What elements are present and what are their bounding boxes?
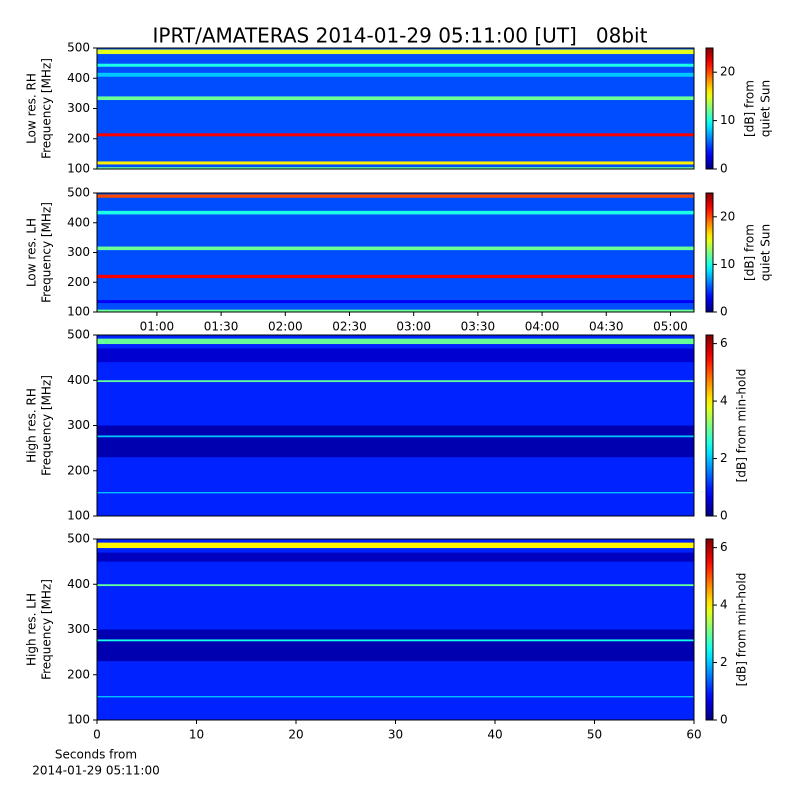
colorbar-tick-label: 2 bbox=[720, 655, 728, 669]
x-tick-label: 04:00 bbox=[525, 320, 560, 334]
colorbar-tick-label: 0 bbox=[720, 713, 728, 727]
y-tick-label: 500 bbox=[67, 328, 90, 342]
heatmap-band bbox=[97, 63, 694, 67]
colorbar-label: quiet Sun bbox=[759, 224, 773, 281]
figure-title: IPRT/AMATERAS 2014-01-29 05:11:00 [UT] 0… bbox=[153, 24, 648, 48]
colorbar-label: [dB] from min-hold bbox=[735, 369, 749, 483]
y-tick-label: 200 bbox=[67, 667, 90, 681]
x-tick-label: 05:00 bbox=[653, 320, 688, 334]
heatmap-band bbox=[97, 552, 694, 562]
x-tick-label: 03:30 bbox=[461, 320, 496, 334]
y-axis-label: Frequency [MHz] bbox=[40, 579, 54, 680]
colorbar bbox=[705, 192, 714, 313]
y-tick-label: 100 bbox=[67, 305, 90, 319]
y-tick-label: 500 bbox=[67, 41, 90, 55]
colorbar-label: [dB] from min-hold bbox=[735, 573, 749, 687]
colorbar-label: [dB] from bbox=[743, 80, 757, 137]
y-tick-label: 300 bbox=[67, 418, 90, 432]
x-tick-label: 20 bbox=[288, 728, 303, 742]
y-axis-label: High res. RH bbox=[25, 388, 39, 463]
colorbar-tick-label: 10 bbox=[720, 113, 735, 127]
y-tick-label: 300 bbox=[67, 101, 90, 115]
x-tick-label: 40 bbox=[487, 728, 502, 742]
heatmap-band bbox=[97, 309, 694, 312]
heatmap-band bbox=[97, 210, 694, 215]
x-tick-label: 03:00 bbox=[396, 320, 431, 334]
colorbar-tick-label: 4 bbox=[720, 598, 728, 612]
y-tick-label: 200 bbox=[67, 131, 90, 145]
heatmap-band bbox=[97, 300, 694, 304]
colorbar-tick-label: 0 bbox=[720, 162, 728, 176]
x-tick-label: 01:00 bbox=[140, 320, 175, 334]
y-axis-label: Frequency [MHz] bbox=[40, 202, 54, 303]
x-tick-label: 02:30 bbox=[332, 320, 367, 334]
y-tick-label: 300 bbox=[67, 245, 90, 259]
y-tick-label: 400 bbox=[67, 71, 90, 85]
heatmap-band bbox=[97, 338, 694, 345]
y-tick-label: 400 bbox=[67, 577, 90, 591]
y-tick-label: 300 bbox=[67, 622, 90, 636]
colorbar-label: quiet Sun bbox=[759, 80, 773, 137]
y-axis-label: Frequency [MHz] bbox=[40, 58, 54, 159]
heatmap-band bbox=[97, 542, 694, 549]
y-tick-label: 500 bbox=[67, 532, 90, 546]
y-tick-label: 100 bbox=[67, 162, 90, 176]
colorbar-tick-label: 20 bbox=[720, 209, 735, 223]
x-tick-label: 30 bbox=[388, 728, 403, 742]
heatmap-band bbox=[97, 49, 694, 55]
heatmap-band bbox=[97, 72, 694, 77]
colorbar-tick-label: 0 bbox=[720, 305, 728, 319]
heatmap-band bbox=[97, 194, 694, 198]
heatmap-background bbox=[97, 48, 694, 169]
y-axis-label: High res. LH bbox=[25, 593, 39, 666]
heatmap-band bbox=[97, 133, 694, 137]
heatmap-band bbox=[97, 492, 694, 494]
heatmap-band bbox=[97, 348, 694, 363]
heatmap-band bbox=[97, 696, 694, 698]
colorbar bbox=[705, 538, 714, 721]
x-tick-label: 50 bbox=[587, 728, 602, 742]
colorbar-tick-label: 6 bbox=[720, 336, 728, 350]
colorbar-tick-label: 6 bbox=[720, 540, 728, 554]
heatmap-band bbox=[97, 380, 694, 383]
y-tick-label: 200 bbox=[67, 275, 90, 289]
y-tick-label: 200 bbox=[67, 463, 90, 477]
colorbar bbox=[705, 47, 714, 170]
x-axis-label: Seconds from bbox=[55, 748, 137, 762]
x-tick-label: 01:30 bbox=[204, 320, 239, 334]
heatmap-band bbox=[97, 629, 694, 662]
heatmap-band bbox=[97, 584, 694, 587]
heatmap-band bbox=[97, 435, 694, 438]
y-tick-label: 500 bbox=[67, 186, 90, 200]
heatmap-band bbox=[97, 246, 694, 251]
colorbar-tick-label: 10 bbox=[720, 257, 735, 271]
y-tick-label: 400 bbox=[67, 215, 90, 229]
heatmap-band bbox=[97, 639, 694, 642]
heatmap-band bbox=[97, 425, 694, 458]
y-axis-label: Frequency [MHz] bbox=[40, 375, 54, 476]
heatmap-band bbox=[97, 167, 694, 169]
y-tick-label: 400 bbox=[67, 373, 90, 387]
x-tick-label: 0 bbox=[93, 728, 101, 742]
colorbar-tick-label: 0 bbox=[720, 509, 728, 523]
colorbar bbox=[705, 334, 714, 517]
heatmap-band bbox=[97, 274, 694, 279]
x-tick-label: 10 bbox=[189, 728, 204, 742]
x-tick-label: 60 bbox=[686, 728, 701, 742]
colorbar-tick-label: 2 bbox=[720, 451, 728, 465]
y-axis-label: Low res. LH bbox=[25, 218, 39, 287]
y-tick-label: 100 bbox=[67, 713, 90, 727]
y-axis-label: Low res. RH bbox=[25, 73, 39, 144]
heatmap-band bbox=[97, 161, 694, 165]
colorbar-label: [dB] from bbox=[743, 224, 757, 281]
heatmap-band bbox=[97, 96, 694, 101]
y-tick-label: 100 bbox=[67, 509, 90, 523]
colorbar-tick-label: 20 bbox=[720, 65, 735, 79]
x-tick-label: 04:30 bbox=[589, 320, 624, 334]
colorbar-tick-label: 4 bbox=[720, 394, 728, 408]
x-tick-label: 02:00 bbox=[268, 320, 303, 334]
x-axis-label: 2014-01-29 05:11:00 bbox=[32, 764, 159, 778]
